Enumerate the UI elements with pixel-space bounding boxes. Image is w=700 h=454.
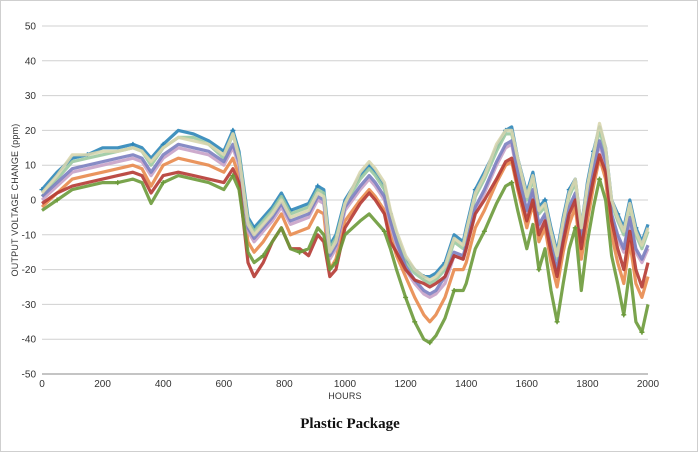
data-point-marker [230, 127, 236, 133]
y-tick-label: 30 [25, 91, 37, 102]
y-axis-title: OUTPUT VOLTAGE CHANGE (ppm) [10, 124, 20, 277]
x-tick-label: 0 [39, 379, 45, 390]
data-point-marker [333, 260, 339, 266]
data-point-marker [315, 183, 321, 189]
data-point-marker [260, 253, 266, 259]
x-tick-label: 400 [155, 379, 172, 390]
data-point-marker [130, 141, 136, 147]
series-layer [39, 121, 650, 346]
x-tick-label: 1600 [516, 379, 539, 390]
series-line [40, 156, 650, 324]
x-tick-label: 800 [276, 379, 293, 390]
y-tick-label: -20 [22, 265, 37, 276]
data-point-marker [160, 180, 166, 186]
data-point-marker [481, 228, 487, 234]
y-tick-label: 20 [25, 126, 37, 137]
x-tick-label: 1000 [334, 379, 357, 390]
data-point-marker [621, 312, 627, 318]
y-tick-label: 10 [25, 161, 37, 172]
series-5 [41, 153, 650, 289]
data-point-marker [597, 176, 603, 182]
x-axis-title: HOURS [328, 391, 362, 401]
y-tick-label: -50 [22, 370, 37, 381]
data-point-marker [115, 180, 121, 186]
series-6 [41, 173, 650, 346]
x-tick-labels: 0 200 400 600 800 1000 1200 1400 1600 1800 2000 [39, 379, 659, 390]
x-tick-label: 200 [94, 379, 111, 390]
y-tick-label: 40 [25, 56, 37, 67]
data-point-marker [554, 319, 560, 325]
data-point-marker [427, 340, 433, 346]
x-tick-label: 600 [215, 379, 232, 390]
data-point-marker [54, 197, 60, 203]
x-tick-label: 1800 [576, 379, 599, 390]
data-point-marker [536, 267, 542, 273]
data-point-marker [509, 180, 515, 186]
figure-caption: Plastic Package [300, 416, 400, 432]
line-chart: -50 -40 -30 -20 -10 0 10 20 30 40 50 0 200 400 600 800… [10, 22, 660, 402]
y-tick-label: -40 [22, 335, 37, 346]
data-point-marker [403, 294, 409, 300]
series-7 [40, 121, 650, 282]
series-line [41, 153, 650, 289]
y-tick-label: -30 [22, 300, 37, 311]
data-point-marker [412, 319, 418, 325]
x-tick-label: 2000 [637, 379, 660, 390]
y-tick-label: 0 [30, 196, 36, 207]
data-point-marker [451, 287, 457, 293]
series-2 [40, 156, 650, 324]
data-point-marker [381, 228, 387, 234]
data-point-marker [639, 329, 645, 335]
data-point-marker [297, 249, 303, 255]
data-point-marker [230, 173, 236, 179]
data-point-marker [572, 225, 578, 231]
y-tick-label: -10 [22, 230, 37, 241]
data-point-marker [542, 197, 548, 203]
x-tick-label: 1400 [455, 379, 478, 390]
y-tick-label: 50 [25, 22, 37, 33]
x-tick-label: 1200 [394, 379, 417, 390]
y-tick-labels: -50 -40 -30 -20 -10 0 10 20 30 40 50 [22, 22, 37, 381]
series-line [40, 121, 650, 282]
